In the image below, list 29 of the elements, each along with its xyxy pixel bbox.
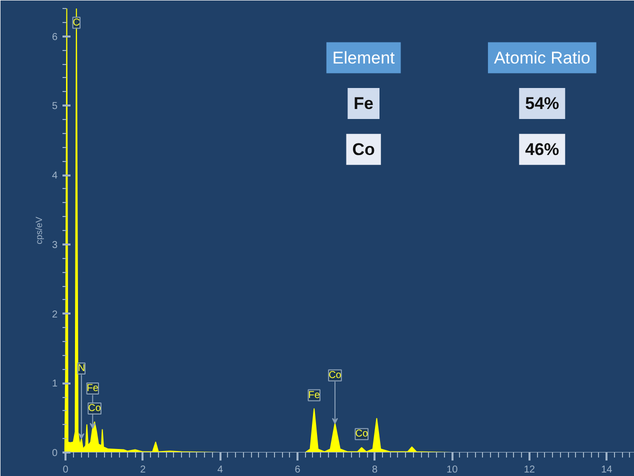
annotation: Fe [308,390,320,401]
annotation: Fe [86,383,99,394]
annotation: C [72,17,80,28]
y-tick-label: 4 [52,170,58,182]
x-tick-label: 4 [217,464,224,476]
y-tick-label: 1 [52,378,58,390]
y-tick-label: 0 [52,448,58,459]
y-tick-label: 2 [52,309,58,320]
x-tick-label: 8 [372,464,378,476]
y-axis-title: cps/eV [34,216,44,244]
annotation: 46% [525,140,560,159]
annotation: 54% [525,94,560,114]
x-tick-label: 2 [140,464,146,476]
annotation: Element [332,48,396,68]
y-tick-label: 3 [52,240,58,251]
annotation: Fe [354,94,374,114]
annotation: N [78,363,86,374]
x-tick-label: 10 [446,464,458,476]
annotation: Co [352,140,375,159]
y-tick-label: 6 [52,32,58,43]
y-tick-label: 5 [52,101,58,112]
x-tick-label: 0 [62,464,69,476]
annotation: Co [355,428,368,440]
x-tick-label: 14 [601,464,613,476]
x-tick-label: 12 [524,464,536,476]
annotation: Atomic Ratio [494,48,590,68]
annotation: Co [88,402,102,414]
x-tick-label: 6 [294,464,301,476]
annotation: Co [328,370,342,381]
